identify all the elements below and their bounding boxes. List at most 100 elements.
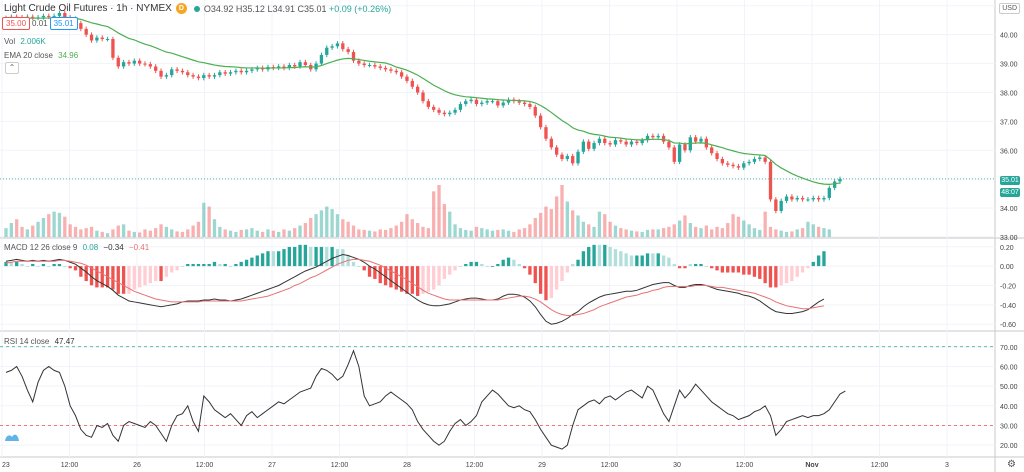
macd-histogram-bar (309, 246, 313, 267)
macd-histogram-bar (512, 259, 516, 267)
volume-bar (592, 226, 596, 237)
time-tick-label: 12:00 (196, 462, 214, 469)
macd-histogram-bar (758, 266, 762, 279)
volume-bar (346, 221, 350, 237)
volume-bar (25, 229, 30, 237)
volume-bar (565, 201, 570, 237)
macd-histogram-bar (656, 253, 660, 267)
candle-body (373, 65, 377, 67)
volume-bar (143, 229, 147, 237)
ohlc-values: O34.92 H35.12 L34.91 C35.01 +0.09 (+0.26… (204, 4, 391, 14)
macd-legend[interactable]: MACD 12 26 close 9 0.08 −0.34 −0.41 (4, 243, 149, 252)
macd-histogram-bar (121, 266, 126, 294)
time-tick-label: 23 (2, 462, 10, 469)
volume-bar (533, 217, 537, 237)
macd-histogram-bar (704, 266, 709, 267)
volume-bar (528, 224, 532, 237)
rsi-legend[interactable]: RSI 14 close 47.47 (4, 337, 75, 346)
candle-body (464, 101, 468, 105)
macd-tick-label: 0.00 (1000, 264, 1014, 271)
macd-histogram-bar (442, 266, 447, 279)
candle-body (752, 158, 757, 162)
macd-histogram-bar (191, 264, 195, 267)
currency-button[interactable]: USD (999, 3, 1020, 14)
volume-bar (742, 220, 746, 237)
candle-body (587, 141, 591, 149)
volume-bar (132, 231, 136, 237)
candle-body (448, 112, 452, 115)
countdown-tag: 48:07 (1000, 188, 1020, 197)
candle-body (223, 72, 227, 74)
macd-histogram-bar (635, 255, 639, 267)
macd-hist-value: 0.08 (82, 243, 99, 252)
volume-bar (704, 225, 709, 237)
macd-histogram-bar (68, 266, 72, 269)
time-tick-label: 28 (403, 462, 411, 469)
volume-bar (768, 226, 773, 237)
macd-histogram-bar (276, 251, 281, 267)
macd-histogram-bar (651, 253, 655, 267)
macd-histogram-bar (571, 264, 575, 267)
macd-histogram-bar (672, 264, 676, 267)
tradingview-logo-icon[interactable] (4, 432, 20, 442)
volume-bar (255, 230, 259, 237)
volume-bar (501, 229, 505, 237)
volume-bar (784, 231, 789, 237)
volume-bar (244, 229, 249, 237)
macd-histogram-bar (554, 266, 559, 290)
candle-body (597, 138, 602, 144)
volume-bar (84, 228, 88, 237)
macd-histogram-bar (383, 266, 388, 286)
candle-body (677, 144, 682, 162)
macd-histogram-bar (763, 266, 767, 284)
buy-button[interactable]: 35.01 (49, 17, 78, 30)
macd-line-value: −0.34 (103, 243, 124, 252)
macd-histogram-bar (560, 266, 564, 282)
collapse-legend-button[interactable]: ⌃ (5, 62, 19, 74)
volume-bar (720, 228, 725, 237)
settings-gear-icon[interactable]: ⚙ (1007, 459, 1016, 470)
macd-histogram-bar (20, 264, 24, 267)
macd-histogram-bar (822, 251, 826, 267)
symbol-title[interactable]: Light Crude Oil Futures · 1h · NYMEX (4, 3, 172, 14)
volume-bar (137, 232, 142, 237)
macd-histogram-bar (127, 266, 131, 294)
volume-bar (512, 231, 516, 237)
candle-body (683, 144, 687, 151)
volume-bar (667, 226, 671, 237)
volume-bar (218, 226, 222, 237)
volume-bar (212, 219, 217, 237)
sell-button[interactable]: 35.00 (2, 17, 31, 30)
volume-bar (394, 225, 398, 237)
volume-legend[interactable]: Vol 2.006K (4, 37, 46, 46)
macd-histogram-bar (234, 264, 238, 267)
macd-histogram-bar (544, 266, 548, 301)
macd-histogram-bar (693, 264, 698, 267)
candle-body (405, 76, 409, 81)
macd-histogram-bar (645, 253, 650, 267)
macd-histogram-bar (453, 266, 457, 271)
volume-bar (581, 221, 586, 237)
high-value: H35.12 (235, 3, 265, 14)
ema-legend[interactable]: EMA 20 close 34.96 (4, 51, 78, 60)
volume-bar (68, 224, 72, 237)
candle-body (127, 62, 131, 64)
candle-body (576, 151, 580, 164)
price-tick-label: 37.00 (1000, 119, 1018, 126)
volume-bar (715, 226, 719, 237)
time-tick-label: 12:00 (871, 462, 889, 469)
macd-histogram-bar (640, 255, 644, 267)
candle-body (410, 80, 414, 87)
volume-bar (191, 225, 195, 237)
macd-histogram-bar (111, 266, 115, 290)
candle-body (645, 135, 650, 141)
candle-body (132, 60, 136, 64)
candle-body (661, 135, 666, 142)
volume-bar (677, 220, 682, 237)
candle-body (95, 37, 99, 41)
candle-body (640, 140, 644, 144)
volume-bar (661, 228, 666, 237)
volume-bar (389, 228, 393, 237)
candle-body (763, 157, 767, 162)
volume-bar (480, 228, 484, 237)
